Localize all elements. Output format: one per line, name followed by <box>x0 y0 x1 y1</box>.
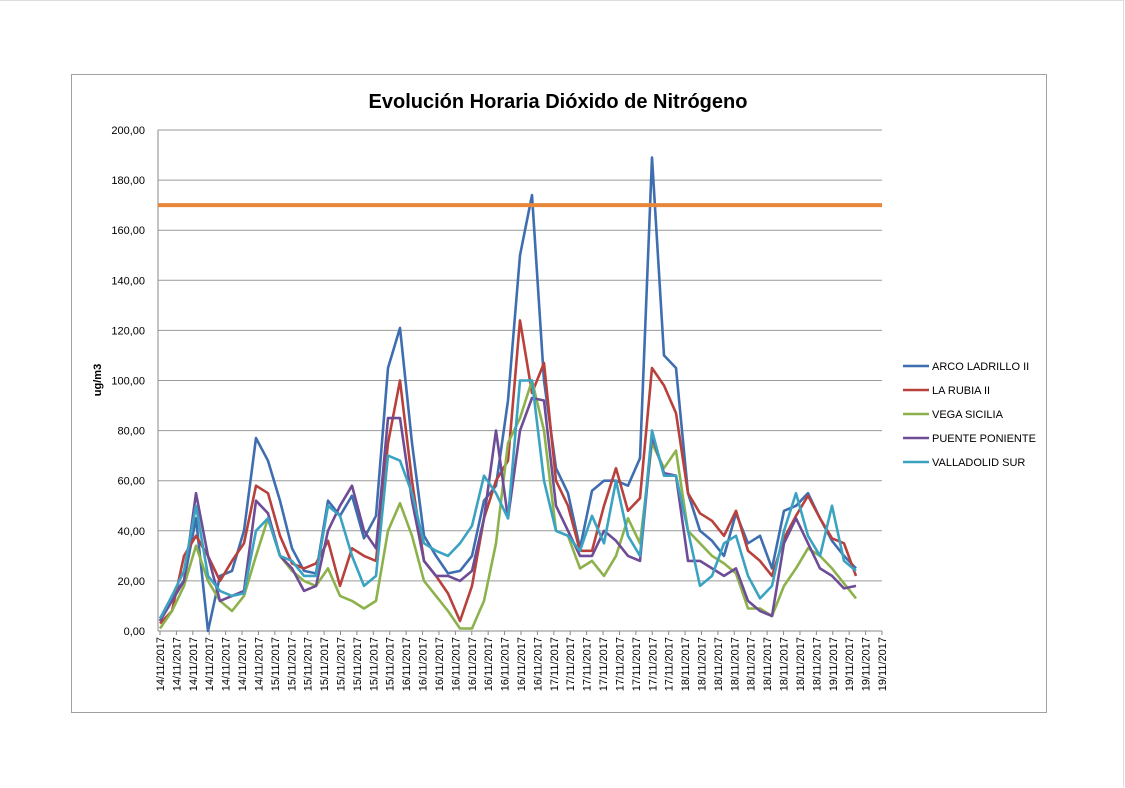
x-tick-label: 14/11/2017 <box>253 637 265 691</box>
x-tick-label: 15/11/2017 <box>368 637 380 691</box>
x-tick-label: 14/11/2017 <box>155 637 167 691</box>
x-tick-label: 17/11/2017 <box>598 637 610 691</box>
x-tick-label: 16/11/2017 <box>434 637 446 691</box>
x-tick-label: 15/11/2017 <box>385 637 397 691</box>
x-tick-label: 19/11/2017 <box>828 637 840 691</box>
x-tick-label: 15/11/2017 <box>352 637 364 691</box>
x-tick-label: 18/11/2017 <box>762 637 774 691</box>
chart-frame <box>71 74 1047 713</box>
y-tick-label: 200,00 <box>111 125 145 137</box>
y-tick-label: 180,00 <box>111 175 145 187</box>
x-tick-label: 18/11/2017 <box>680 637 692 691</box>
x-tick-label: 19/11/2017 <box>844 637 856 691</box>
x-tick-label: 18/11/2017 <box>729 637 741 691</box>
legend-label: LA RUBIA II <box>932 385 990 397</box>
x-tick-label: 16/11/2017 <box>450 637 462 691</box>
x-tick-label: 14/11/2017 <box>188 637 200 691</box>
x-tick-label: 17/11/2017 <box>565 637 577 691</box>
legend-item: LA RUBIA II <box>903 385 990 397</box>
x-tick-label: 17/11/2017 <box>631 637 643 691</box>
x-tick-label: 17/11/2017 <box>647 637 659 691</box>
x-tick-label: 16/11/2017 <box>467 637 479 691</box>
x-tick-label: 14/11/2017 <box>171 637 183 691</box>
legend-label: ARCO LADRILLO II <box>932 361 1029 373</box>
x-tick-label: 14/11/2017 <box>237 637 249 691</box>
series-line-la-rubia-ii <box>159 319 858 625</box>
x-tick-label: 15/11/2017 <box>336 637 348 691</box>
x-tick-label: 18/11/2017 <box>746 637 758 691</box>
legend-item: VALLADOLID SUR <box>903 457 1025 469</box>
x-tick-label: 16/11/2017 <box>500 637 512 691</box>
x-tick-label: 17/11/2017 <box>549 637 561 691</box>
x-tick-label: 15/11/2017 <box>286 637 298 691</box>
y-tick-label: 0,00 <box>124 626 145 638</box>
x-tick-label: 18/11/2017 <box>779 637 791 691</box>
x-tick-label: 16/11/2017 <box>418 637 430 691</box>
legend-label: VALLADOLID SUR <box>932 457 1025 469</box>
x-tick-label: 14/11/2017 <box>221 637 233 691</box>
chart-title: Evolución Horaria Dióxido de Nitrógeno <box>369 91 748 113</box>
series-line-arco-ladrillo-ii <box>158 156 857 633</box>
x-tick-label: 17/11/2017 <box>664 637 676 691</box>
x-tick-label: 17/11/2017 <box>582 637 594 691</box>
x-tick-label: 18/11/2017 <box>795 637 807 691</box>
legend-item: PUENTE PONIENTE <box>903 433 1036 445</box>
legend-item: VEGA SICILIA <box>903 409 1004 421</box>
y-tick-label: 40,00 <box>117 526 145 538</box>
x-tick-label: 15/11/2017 <box>319 637 331 691</box>
x-tick-label: 16/11/2017 <box>483 637 495 691</box>
x-tick-label: 15/11/2017 <box>270 637 282 691</box>
x-tick-label: 16/11/2017 <box>401 637 413 691</box>
x-tick-label: 14/11/2017 <box>204 637 216 691</box>
y-tick-label: 60,00 <box>117 476 145 488</box>
legend-label: VEGA SICILIA <box>932 409 1004 421</box>
y-tick-label: 160,00 <box>111 225 145 237</box>
x-tick-label: 18/11/2017 <box>697 637 709 691</box>
x-tick-label: 17/11/2017 <box>614 637 626 691</box>
x-tick-label: 18/11/2017 <box>811 637 823 691</box>
y-tick-label: 120,00 <box>111 325 145 337</box>
x-tick-label: 16/11/2017 <box>516 637 528 691</box>
legend-label: PUENTE PONIENTE <box>932 433 1036 445</box>
legend-item: ARCO LADRILLO II <box>903 361 1029 373</box>
x-tick-label: 19/11/2017 <box>877 637 889 691</box>
y-axis-label: ug/m3 <box>92 364 104 396</box>
y-tick-label: 140,00 <box>111 275 145 287</box>
x-tick-label: 15/11/2017 <box>303 637 315 691</box>
x-tick-label: 19/11/2017 <box>861 637 873 691</box>
x-tick-label: 16/11/2017 <box>532 637 544 691</box>
y-tick-label: 80,00 <box>117 426 145 438</box>
y-tick-label: 100,00 <box>111 376 145 388</box>
series-line-valladolid-sur <box>158 379 857 620</box>
x-tick-label: 18/11/2017 <box>713 637 725 691</box>
y-tick-label: 20,00 <box>117 576 145 588</box>
